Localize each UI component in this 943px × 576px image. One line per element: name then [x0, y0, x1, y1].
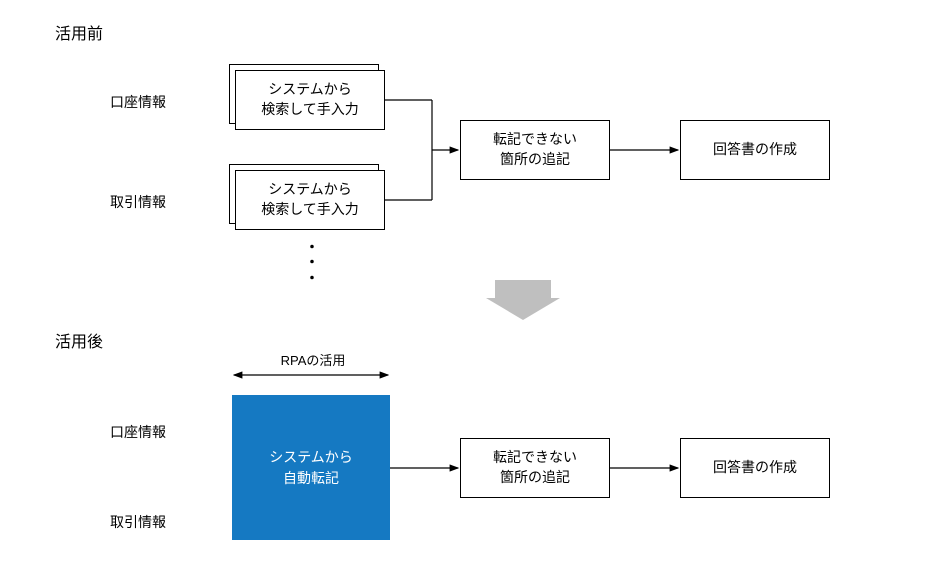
search-box-2-text: システムから検索して手入力 — [261, 180, 359, 219]
rpa-label: RPAの活用 — [275, 350, 351, 369]
after-transaction-label: 取引情報 — [110, 512, 166, 532]
before-account-label: 口座情報 — [110, 92, 166, 112]
after-account-label: 口座情報 — [110, 422, 166, 442]
after-create-text: 回答書の作成 — [713, 458, 797, 478]
before-append-text: 転記できない箇所の追記 — [493, 130, 577, 169]
before-append-box: 転記できない箇所の追記 — [460, 120, 610, 180]
after-append-box: 転記できない箇所の追記 — [460, 438, 610, 498]
after-append-text: 転記できない箇所の追記 — [493, 448, 577, 487]
search-box-1: システムから検索して手入力 — [235, 70, 385, 130]
before-title: 活用前 — [55, 20, 103, 44]
before-create-text: 回答書の作成 — [713, 140, 797, 160]
transition-arrow-icon — [486, 280, 560, 320]
search-box-1-text: システムから検索して手入力 — [261, 80, 359, 119]
search-box-2: システムから検索して手入力 — [235, 170, 385, 230]
after-create-box: 回答書の作成 — [680, 438, 830, 498]
before-create-box: 回答書の作成 — [680, 120, 830, 180]
before-transaction-label: 取引情報 — [110, 192, 166, 212]
vertical-dots-icon: ・・・ — [305, 240, 319, 286]
after-title: 活用後 — [55, 328, 103, 352]
auto-transfer-text: システムから自動転記 — [269, 447, 353, 489]
auto-transfer-box: システムから自動転記 — [232, 395, 390, 540]
